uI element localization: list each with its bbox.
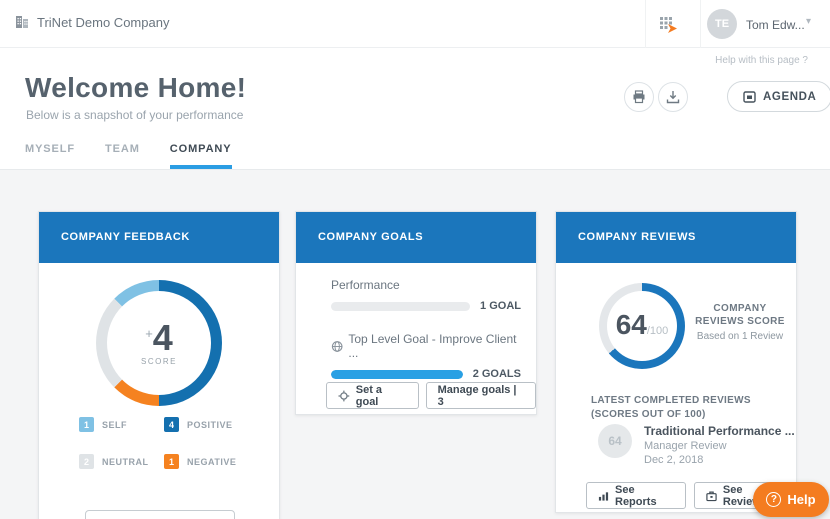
legend-item-negative: 1 NEGATIVE: [164, 454, 249, 469]
page-title: Welcome Home!: [25, 72, 247, 103]
company-name: TriNet Demo Company: [37, 14, 170, 30]
legend-swatch: 2: [79, 454, 94, 469]
company-reviews-card: COMPANY REVIEWS 64 /100 COMPANY REVIEWS …: [555, 211, 797, 513]
see-reports-label: See Reports: [615, 483, 657, 508]
page-subtitle: Below is a snapshot of your performance: [26, 108, 244, 122]
reviews-gauge-center: 64 /100: [607, 291, 677, 361]
legend-item-self: 1 SELF: [79, 417, 164, 432]
goal-count: 1 GOAL: [480, 300, 521, 312]
goal-count: 2 GOALS: [472, 368, 521, 380]
goal-progress-track: [331, 301, 471, 311]
legend-swatch: 1: [79, 417, 94, 432]
reviews-score-caption: COMPANY REVIEWS SCORE Based on 1 Review: [695, 303, 785, 342]
goal-progress-fill: [331, 369, 463, 379]
printer-icon: [633, 90, 645, 104]
legend-item-neutral: 2 NEUTRAL: [79, 454, 164, 469]
tab-myself[interactable]: MYSELF: [25, 143, 76, 155]
help-button[interactable]: ? Help: [753, 482, 829, 517]
review-score-badge: 64: [598, 424, 632, 458]
score-caption: SCORE: [141, 357, 177, 366]
tab-team[interactable]: TEAM: [105, 143, 140, 155]
set-goal-label: Set a goal: [355, 383, 383, 408]
download-button[interactable]: [658, 82, 688, 112]
user-avatar[interactable]: TE: [707, 9, 737, 39]
gear-icon: [338, 390, 350, 401]
help-with-page-link[interactable]: Help with this page ?: [715, 55, 808, 66]
help-button-label: Help: [787, 492, 816, 507]
review-item-text: Traditional Performance ... Manager Revi…: [644, 424, 795, 466]
feedback-donut-chart: + 4 SCORE: [96, 280, 222, 406]
tab-company[interactable]: COMPANY: [169, 143, 232, 169]
legend-swatch: 1: [164, 454, 179, 469]
set-goal-button[interactable]: Set a goal: [326, 382, 419, 409]
feedback-donut-center: + 4 SCORE: [107, 291, 211, 395]
topbar-divider: [645, 0, 646, 48]
chevron-down-icon[interactable]: ▾: [806, 16, 812, 27]
feedback-score: 4: [152, 317, 173, 358]
download-icon: [666, 91, 680, 104]
reviews-score-denominator: /100: [646, 325, 669, 337]
legend-swatch: 4: [164, 417, 179, 432]
legend-item-positive: 4 POSITIVE: [164, 417, 249, 432]
goal-row: Performance 1 GOAL: [331, 278, 521, 312]
reviews-gauge-chart: 64 /100: [599, 283, 685, 369]
review-date: Dec 2, 2018: [644, 454, 704, 466]
reviews-score: 64: [615, 309, 647, 340]
print-button[interactable]: [624, 82, 654, 112]
apps-grid-icon[interactable]: [656, 12, 682, 38]
briefcase-icon: [706, 491, 717, 501]
company-feedback-card: COMPANY FEEDBACK + 4 SCORE 1 SELF 4 POSI…: [38, 211, 280, 519]
agenda-button-label: AGENDA: [763, 90, 817, 103]
card-title: COMPANY REVIEWS: [556, 212, 796, 263]
review-type: Manager Review: [644, 440, 727, 452]
goal-progress-track: [331, 369, 463, 379]
feedback-legend: 1 SELF 4 POSITIVE 2 NEUTRAL 1 NEGATIVE: [79, 417, 249, 469]
user-name[interactable]: Tom Edw...: [746, 18, 805, 32]
brand: TriNet Demo Company: [14, 14, 169, 30]
company-building-icon: [16, 16, 28, 28]
score-prefix: +: [145, 326, 153, 341]
globe-icon: [331, 340, 343, 352]
review-list-item[interactable]: 64 Traditional Performance ... Manager R…: [598, 424, 795, 466]
question-mark-icon: ?: [766, 492, 782, 507]
latest-reviews-heading: LATEST COMPLETED REVIEWS (SCORES OUT OF …: [591, 395, 751, 420]
topbar: TriNet Demo Company TE Tom Edw... ▾: [0, 0, 830, 48]
card-title: COMPANY GOALS: [296, 212, 536, 263]
topbar-divider: [700, 0, 701, 48]
card-title: COMPANY FEEDBACK: [39, 212, 279, 263]
manage-goals-button[interactable]: Manage goals | 3: [425, 382, 536, 409]
agenda-button[interactable]: AGENDA: [727, 81, 830, 112]
goal-name: Performance: [331, 278, 400, 292]
company-goals-card: COMPANY GOALS Performance 1 GOAL Top Lev…: [295, 211, 537, 415]
goal-name: Top Level Goal - Improve Client ...: [348, 332, 517, 360]
see-reports-button[interactable]: See Reports: [586, 482, 686, 509]
review-title: Traditional Performance ...: [644, 424, 795, 438]
goal-row: Top Level Goal - Improve Client ... 2 GO…: [331, 332, 521, 380]
agenda-calendar-icon: [743, 91, 756, 103]
feedback-action-button-partial[interactable]: [85, 510, 235, 519]
tab-bar: MYSELF TEAM COMPANY: [25, 143, 232, 169]
bar-chart-icon: [598, 491, 609, 501]
manage-goals-label: Manage goals | 3: [437, 383, 517, 408]
